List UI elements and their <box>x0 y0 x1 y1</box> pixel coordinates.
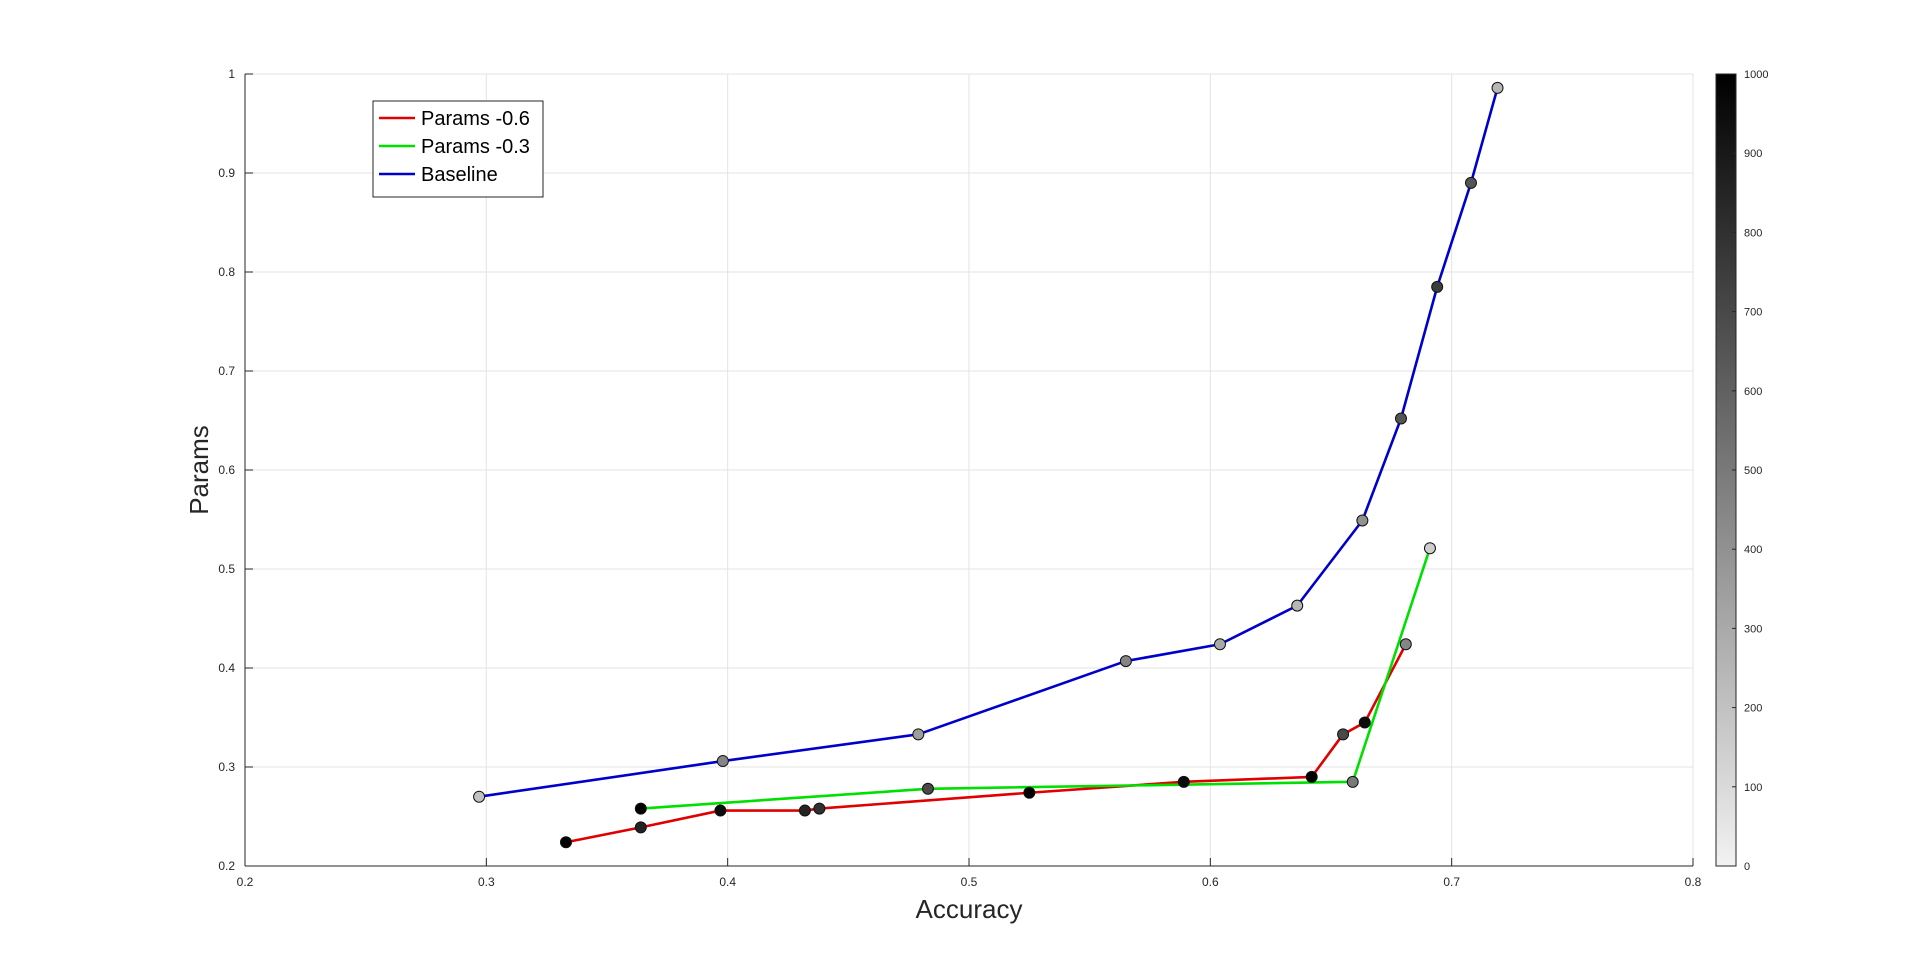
data-point-params-0-6 <box>559 836 572 849</box>
y-tick-label: 0.8 <box>218 265 235 279</box>
data-point-baseline <box>716 755 729 768</box>
colorbar-tick-label: 200 <box>1744 703 1762 715</box>
data-point-baseline <box>1213 638 1226 651</box>
data-point-params-0-6 <box>714 804 727 817</box>
data-point-params-0-3 <box>921 782 934 795</box>
colorbar: 0 100 200 300 400 500 600 700 800 900 1000 <box>1715 69 1768 873</box>
data-point-params-0-6 <box>1177 775 1190 788</box>
y-axis-title: Params <box>184 425 214 515</box>
data-point-params-0-6 <box>1399 638 1412 651</box>
y-tick-label: 0.3 <box>218 760 235 774</box>
colorbar-tick-label: 0 <box>1744 861 1750 873</box>
data-point-baseline <box>1119 655 1132 668</box>
x-tick-label: 0.6 <box>1202 875 1219 889</box>
data-point-baseline <box>1394 412 1407 425</box>
data-point-params-0-6 <box>1337 728 1350 741</box>
data-point-params-0-6 <box>813 802 826 815</box>
data-point-baseline <box>1431 280 1444 293</box>
data-point-params-0-3 <box>1423 542 1436 555</box>
axes: 0.2 0.3 0.4 0.5 0.6 0.7 0.8 0.2 0.3 0.4 0.5 0.6 0.7 0… <box>184 67 1702 924</box>
data-point-params-0-6 <box>634 821 647 834</box>
colorbar-tick-label: 600 <box>1744 386 1762 398</box>
y-tick-label: 0.9 <box>218 166 235 180</box>
y-tick-label: 0.4 <box>218 661 235 675</box>
y-tick-label: 0.6 <box>218 463 235 477</box>
colorbar-tick-label: 300 <box>1744 623 1762 635</box>
data-point-params-0-6 <box>1305 770 1318 783</box>
data-point-baseline <box>1356 514 1369 527</box>
data-point-params-0-3 <box>1346 775 1359 788</box>
x-tick-label: 0.8 <box>1685 875 1702 889</box>
data-point-baseline <box>473 790 486 803</box>
series-line-params-0-3 <box>640 547 1432 810</box>
legend-label: Params -0.6 <box>421 108 530 130</box>
legend-label: Baseline <box>421 164 498 186</box>
colorbar-tick-label: 400 <box>1744 544 1762 556</box>
data-point-baseline <box>1464 176 1477 189</box>
colorbar-tick-label: 100 <box>1744 782 1762 794</box>
colorbar-tick-label: 900 <box>1744 148 1762 160</box>
data-point-baseline <box>1291 599 1304 612</box>
legend-label: Params -0.3 <box>421 136 530 158</box>
colorbar-tick-label: 800 <box>1744 227 1762 239</box>
data-point-params-0-6 <box>798 804 811 817</box>
colorbar-tick-label: 500 <box>1744 465 1762 477</box>
x-axis-title: Accuracy <box>916 894 1023 924</box>
x-tick-label: 0.2 <box>237 875 254 889</box>
x-tick-label: 0.7 <box>1443 875 1460 889</box>
x-tick-label: 0.4 <box>719 875 736 889</box>
y-tick-label: 0.5 <box>218 562 235 576</box>
colorbar-tick-label: 700 <box>1744 307 1762 319</box>
grid-lines <box>244 73 1694 867</box>
data-point-baseline <box>912 728 925 741</box>
series-layer <box>473 81 1504 849</box>
y-tick-label: 1 <box>228 67 235 81</box>
colorbar-tick-label: 1000 <box>1744 69 1768 81</box>
legend: Params -0.6 Params -0.3 Baseline <box>372 100 544 198</box>
data-point-params-0-6 <box>1023 786 1036 799</box>
data-point-baseline <box>1491 81 1504 94</box>
y-tick-label: 0.7 <box>218 364 235 378</box>
data-point-params-0-6 <box>1358 716 1371 729</box>
x-tick-label: 0.5 <box>961 875 978 889</box>
x-tick-label: 0.3 <box>478 875 495 889</box>
y-tick-label: 0.2 <box>218 859 235 873</box>
data-point-params-0-3 <box>634 802 647 815</box>
